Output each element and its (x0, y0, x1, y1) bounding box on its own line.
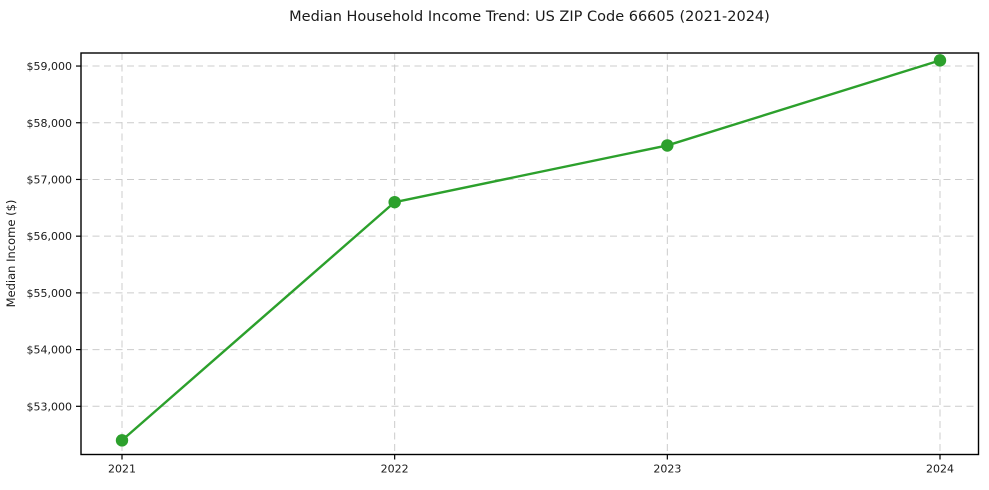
data-point-2023 (661, 139, 674, 152)
y-tick-label: $58,000 (27, 117, 73, 130)
data-point-2021 (115, 434, 129, 447)
y-tick-label: $55,000 (27, 287, 73, 300)
series-layer (115, 54, 947, 447)
y-tick-label: $56,000 (27, 230, 73, 243)
plot-border (80, 52, 980, 456)
y-tick-label: $53,000 (27, 400, 73, 413)
grid-layer (81, 53, 979, 455)
axes-layer (80, 52, 980, 456)
y-tick-label: $54,000 (27, 344, 73, 357)
chart-title: Median Household Income Trend: US ZIP Co… (289, 9, 770, 25)
data-point-2022 (388, 195, 401, 209)
x-tick-label: 2022 (381, 463, 409, 476)
x-tick-label: 2023 (653, 463, 681, 476)
x-tick-label: 2021 (108, 463, 136, 476)
y-tick-label: $57,000 (27, 173, 73, 186)
y-tick-label: $59,000 (27, 60, 73, 73)
x-tick-label: 2024 (926, 463, 954, 476)
data-point-2024 (933, 54, 947, 67)
y-axis-label: Median Income ($) (4, 200, 18, 308)
tick-layer: $53,000 $54,000 $55,000 $56,000 $57,000 $58,0… (27, 60, 955, 475)
trend-line (120, 59, 942, 442)
